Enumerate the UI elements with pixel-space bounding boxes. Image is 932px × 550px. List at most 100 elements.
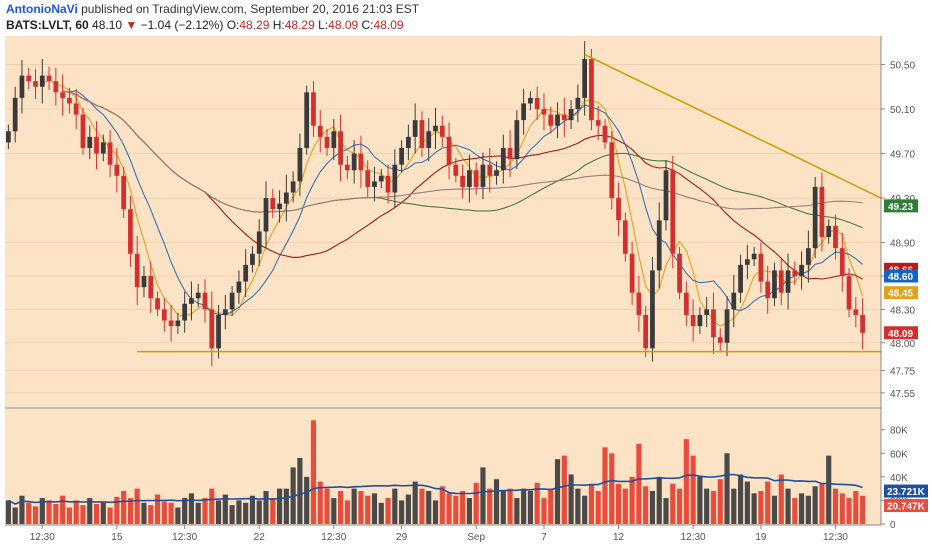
- volume-bar-33: [229, 505, 235, 524]
- volume-bar-99: [676, 488, 683, 524]
- volume-bar-79: [541, 498, 547, 524]
- time-axis[interactable]: 12:30 15 12:30 22 12:30 29 Sep 7 12 12:30 19 12:30: [30, 525, 849, 543]
- drawn-lines[interactable]: [137, 53, 882, 353]
- candle-body-52: [358, 153, 364, 171]
- candle-body-30: [209, 309, 215, 349]
- price-tick-label-3: 48.30: [890, 305, 915, 316]
- volume-bar-78: [534, 482, 540, 524]
- candle-body-34: [236, 281, 242, 293]
- candle-body-92: [629, 253, 635, 293]
- candle-body-75: [514, 120, 520, 160]
- candle-body-123: [839, 248, 845, 276]
- candle-body-85: [582, 58, 588, 98]
- price-tag-bg-3: [884, 286, 918, 300]
- candle-body-112: [765, 281, 771, 299]
- candle-body-107: [731, 292, 737, 310]
- symbol-label: BATS:LVLT, 60: [6, 18, 89, 32]
- volume-bar-60: [412, 481, 418, 524]
- candle-body-64: [439, 125, 445, 137]
- candle-body-114: [778, 270, 784, 293]
- price-change: −1.04 (−2.12%): [140, 18, 224, 32]
- volume-bar-28: [195, 502, 201, 524]
- volume-bar-106: [724, 453, 730, 524]
- candle-body-109: [744, 259, 750, 265]
- volume-average-line: [8, 473, 863, 505]
- volume-bar-92: [629, 476, 635, 524]
- volume-bar-38: [263, 490, 269, 524]
- candle-body-67: [460, 175, 465, 187]
- volume-bar-12: [87, 498, 93, 524]
- volume-bar-66: [453, 495, 459, 524]
- volume-bar-23: [161, 501, 167, 524]
- volume-bar-13: [93, 503, 100, 524]
- candle-body-20: [141, 275, 147, 288]
- candle-body-95: [650, 270, 655, 349]
- candle-body-102: [697, 314, 703, 327]
- candle-body-48: [331, 131, 337, 148]
- price-axis[interactable]: 47.5547.7548.0048.3048.6048.9049.3049.70…: [881, 60, 918, 400]
- candle-body-71: [487, 164, 493, 176]
- candle-body-21: [148, 275, 154, 299]
- candle-body-44: [304, 92, 310, 148]
- price-chart[interactable]: 47.5547.7548.0048.3048.6048.9049.3049.70…: [0, 36, 932, 550]
- volume-bar-56: [385, 498, 391, 524]
- symbol-line: BATS:LVLT, 60 48.10 ▼ −1.04 (−2.12%) O:4…: [6, 18, 404, 32]
- candle-body-38: [263, 198, 269, 232]
- volume-bar-21: [148, 505, 154, 524]
- candle-body-68: [467, 170, 472, 187]
- volume-bar-53: [365, 495, 371, 524]
- candles: [6, 41, 865, 367]
- volume-bar-112: [765, 481, 771, 524]
- price-tick-label-0: 47.55: [890, 389, 915, 400]
- volume-bar-100: [683, 439, 689, 524]
- close-value: 48.09: [373, 18, 404, 32]
- candle-body-3: [26, 75, 32, 82]
- author-name[interactable]: AntonioNaVi: [6, 2, 78, 16]
- candle-body-93: [636, 292, 642, 315]
- candle-body-51: [351, 153, 357, 171]
- candle-body-103: [704, 309, 710, 315]
- volume-bar-35: [243, 502, 249, 524]
- candle-body-55: [378, 175, 384, 182]
- volume-bar-95: [649, 490, 656, 524]
- volume-bar-120: [819, 483, 825, 524]
- time-tick-label-7: 7: [541, 532, 547, 543]
- price-tag-4: 48.09: [888, 329, 913, 340]
- volume-bar-8: [60, 495, 66, 524]
- candle-body-6: [46, 75, 52, 82]
- volume-bar-80: [548, 488, 554, 524]
- volume-bar-11: [80, 505, 86, 524]
- volume-bar-3: [26, 502, 32, 524]
- volume-bar-101: [690, 455, 696, 524]
- candle-body-8: [60, 92, 65, 98]
- volume-bar-71: [487, 488, 493, 524]
- volume-bar-27: [188, 493, 195, 524]
- volume-bar-86: [588, 483, 595, 524]
- volume-tick-label-4: 80K: [890, 426, 908, 437]
- volume-bar-54: [371, 493, 378, 524]
- candle-body-61: [419, 120, 425, 148]
- candle-body-117: [799, 264, 804, 276]
- volume-bar-113: [771, 495, 778, 524]
- candle-body-96: [656, 220, 662, 271]
- candle-body-119: [812, 186, 818, 249]
- volume-bar-126: [860, 495, 866, 524]
- candle-body-118: [806, 248, 811, 265]
- candle-body-120: [819, 186, 825, 238]
- volume-bar-102: [697, 476, 703, 524]
- volume-bar-0: [5, 500, 11, 524]
- volume-bar-46: [317, 481, 323, 524]
- candle-body-124: [846, 275, 852, 310]
- volume-bar-47: [324, 488, 330, 524]
- price-tag-bg-0: [884, 199, 918, 213]
- time-tick-label-5: 29: [396, 532, 408, 543]
- volume-bar-65: [446, 493, 452, 524]
- time-tick-label-2: 12:30: [172, 532, 197, 543]
- candle-body-53: [365, 170, 371, 187]
- candle-body-17: [121, 175, 127, 210]
- volume-bar-58: [399, 500, 405, 524]
- volume-bar-94: [643, 486, 649, 524]
- time-tick-label-3: 22: [254, 532, 266, 543]
- candle-body-94: [643, 314, 649, 349]
